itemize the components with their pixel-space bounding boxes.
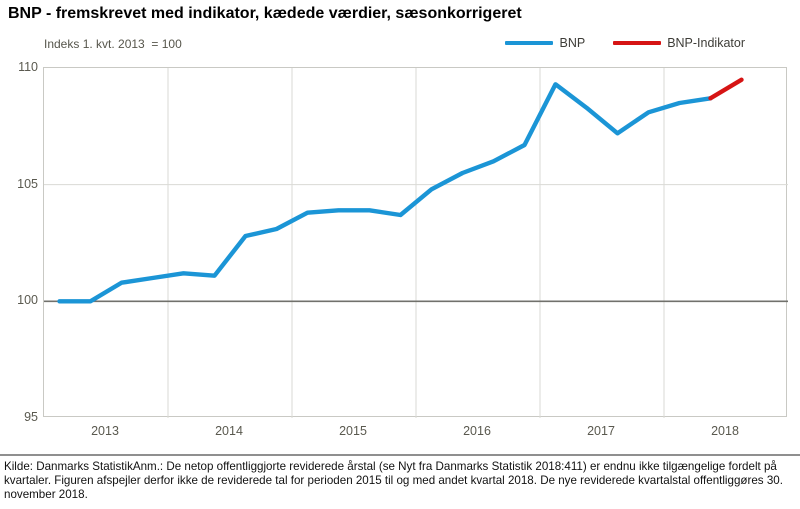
x-axis-tick-2014: 2014 — [215, 424, 243, 438]
legend-label-bnp: BNP — [559, 36, 586, 50]
legend-item-bnp: BNP — [505, 36, 585, 50]
plot-area — [43, 67, 788, 418]
legend: BNP BNP-Indikator — [505, 36, 745, 50]
chart-title: BNP - fremskrevet med indikator, kædede … — [8, 5, 522, 22]
bnp-line — [57, 82, 713, 304]
bnp-indikator-line-swatch — [613, 41, 662, 45]
chart-subtitle: Indeks 1. kvt. 2013 = 100 — [44, 37, 182, 51]
legend-item-bnp-indikator: BNP-Indikator — [613, 36, 745, 50]
x-axis-tick-2017: 2017 — [587, 424, 615, 438]
y-axis-tick-95: 95 — [24, 410, 38, 424]
y-axis-tick-100: 100 — [17, 293, 38, 308]
footer-divider — [0, 454, 800, 456]
bnp-indikator-line — [708, 77, 744, 101]
x-axis-tick-2013: 2013 — [91, 424, 119, 438]
x-axis-tick-2018: 2018 — [711, 424, 739, 438]
x-axis-tick-2016: 2016 — [463, 424, 491, 438]
source-note: Kilde: Danmarks StatistikAnm.: De netop … — [4, 460, 783, 501]
bnp-line-swatch — [505, 41, 554, 45]
x-axis-tick-2015: 2015 — [339, 424, 367, 438]
legend-label-bnp-indikator: BNP-Indikator — [667, 36, 745, 50]
chart-canvas — [44, 68, 788, 418]
y-axis-tick-110: 110 — [18, 60, 38, 74]
y-axis-tick-105: 105 — [17, 176, 38, 191]
